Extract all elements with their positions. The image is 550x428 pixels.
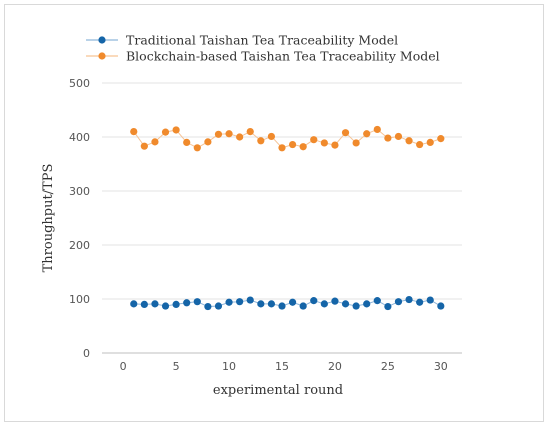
x-tick-label: 20 <box>328 360 342 373</box>
data-point-series-2 <box>236 133 244 141</box>
data-point-series-2 <box>426 138 434 146</box>
x-tick-label: 5 <box>173 360 180 373</box>
data-point-series-2 <box>299 143 307 151</box>
data-point-series-2 <box>214 130 223 138</box>
x-tick-label: 0 <box>120 360 127 373</box>
data-point-series-1 <box>299 302 307 310</box>
data-point-series-1 <box>236 298 244 306</box>
y-tick-label: 300 <box>69 185 90 198</box>
data-point-series-1 <box>352 302 360 310</box>
data-point-series-1 <box>331 297 339 305</box>
series-lines <box>133 128 442 308</box>
data-point-series-2 <box>373 125 381 134</box>
legend-label-1: Traditional Taishan Tea Traceability Mod… <box>126 33 398 48</box>
data-point-series-2 <box>193 144 201 152</box>
data-point-series-1 <box>373 297 381 305</box>
data-point-series-1 <box>161 302 170 310</box>
x-tick-label: 25 <box>381 360 395 373</box>
series-line-2 <box>133 128 441 149</box>
data-point-series-1 <box>172 300 180 308</box>
data-point-series-1 <box>320 300 328 308</box>
x-tick-label: 10 <box>222 360 236 373</box>
data-point-series-1 <box>426 296 434 304</box>
y-tick-label: 100 <box>69 293 90 306</box>
data-point-series-1 <box>363 300 371 308</box>
x-axis-ticks: 0 5 10 15 20 25 30 <box>120 360 448 373</box>
data-point-series-2 <box>352 139 360 147</box>
data-point-series-2 <box>341 129 350 137</box>
data-point-series-2 <box>172 126 180 134</box>
data-point-series-1 <box>310 297 318 305</box>
data-point-series-2 <box>331 141 339 149</box>
data-point-series-1 <box>130 300 138 308</box>
data-point-series-1 <box>278 302 286 310</box>
y-tick-label: 200 <box>69 239 90 252</box>
data-point-series-1 <box>267 300 276 308</box>
x-axis-title: experimental round <box>213 383 343 398</box>
data-point-series-1 <box>214 302 223 310</box>
data-point-series-1 <box>405 295 413 304</box>
data-point-series-1 <box>225 298 233 306</box>
data-point-series-1 <box>151 300 159 308</box>
data-point-series-2 <box>437 135 445 143</box>
data-point-series-2 <box>183 138 191 146</box>
data-point-series-1 <box>288 298 297 306</box>
data-point-series-1 <box>384 302 392 311</box>
data-point-series-2 <box>288 140 297 149</box>
data-point-series-2 <box>394 132 403 141</box>
data-point-series-1 <box>246 296 254 304</box>
legend: Traditional Taishan Tea Traceability Mod… <box>86 33 440 64</box>
y-axis-ticks: 0 100 200 300 400 500 <box>69 77 90 360</box>
data-point-series-1 <box>437 302 445 310</box>
y-tick-label: 500 <box>69 77 90 90</box>
x-tick-label: 30 <box>434 360 448 373</box>
gridlines <box>102 82 462 354</box>
data-point-series-2 <box>225 130 233 138</box>
data-point-series-1 <box>193 298 201 306</box>
data-point-series-1 <box>416 298 424 306</box>
y-tick-label: 0 <box>83 347 90 360</box>
data-point-series-2 <box>320 139 328 147</box>
legend-marker-2 <box>98 52 106 60</box>
legend-label-2: Blockchain-based Taishan Tea Traceabilit… <box>126 49 440 64</box>
data-point-series-1 <box>183 299 191 307</box>
data-point-series-2 <box>257 137 265 145</box>
data-point-series-2 <box>384 134 392 142</box>
data-point-series-2 <box>246 128 254 136</box>
series-line-1 <box>133 299 442 308</box>
data-point-series-2 <box>363 130 371 138</box>
data-point-series-1 <box>394 298 403 306</box>
data-point-series-1 <box>140 300 148 308</box>
data-point-series-2 <box>405 137 413 145</box>
data-point-series-2 <box>130 128 138 136</box>
data-point-series-2 <box>278 144 286 152</box>
series-points <box>130 125 445 311</box>
y-tick-label: 400 <box>69 131 90 144</box>
data-point-series-2 <box>416 140 424 149</box>
x-tick-label: 15 <box>275 360 289 373</box>
data-point-series-2 <box>310 136 318 144</box>
data-point-series-1 <box>204 302 212 311</box>
y-axis-title: Throughput/TPS <box>41 164 56 273</box>
data-point-series-2 <box>161 128 170 136</box>
data-point-series-2 <box>267 132 276 141</box>
data-point-series-1 <box>341 300 350 308</box>
data-point-series-2 <box>151 138 159 146</box>
data-point-series-2 <box>204 138 212 146</box>
legend-marker-1 <box>98 36 106 44</box>
chart-frame <box>4 4 544 422</box>
data-point-series-1 <box>257 300 265 308</box>
data-point-series-2 <box>140 142 148 150</box>
